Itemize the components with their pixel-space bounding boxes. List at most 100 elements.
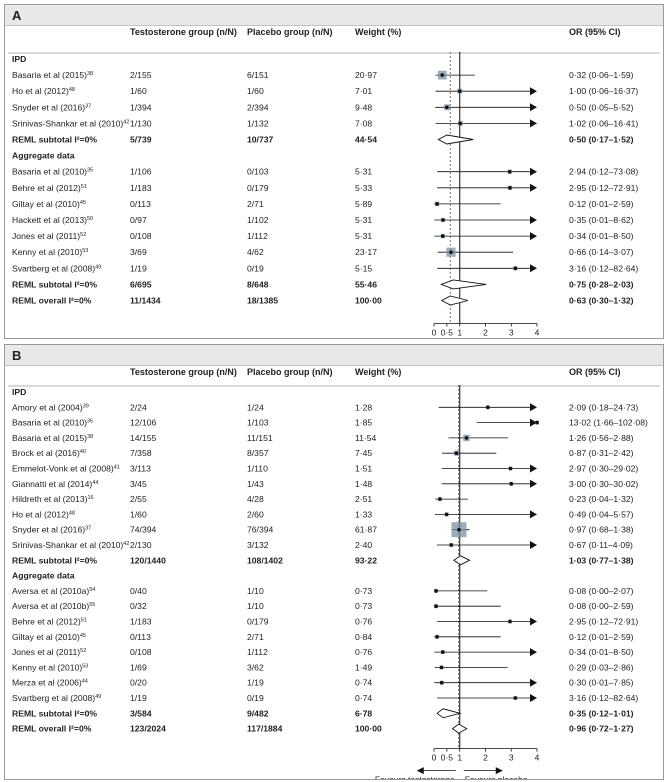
or-ci-value: 0·12 (0·01–2·59) (569, 632, 634, 642)
panel-a-label: A (12, 8, 22, 23)
subtotal-label: REML subtotal I²=0% (12, 135, 97, 145)
testosterone-count: 11/1434 (130, 296, 161, 306)
point-estimate (438, 497, 442, 501)
or-ci-value: 2·09 (0·18–24·73) (569, 402, 638, 412)
or-ci-value: 2·95 (0·12–72·91) (569, 617, 638, 627)
study-label: Kenny et al (2010)53 (12, 662, 88, 672)
weight-value: 100·00 (355, 296, 382, 306)
or-ci-value: 0·49 (0·04–5·57) (569, 509, 634, 519)
ci-arrow (530, 216, 537, 224)
weight-value: 44·54 (355, 135, 377, 145)
or-ci-value: 0·50 (0·05–5·52) (569, 102, 634, 112)
subtotal-diamond (453, 555, 471, 566)
or-ci-value: 0·96 (0·72–1·27) (569, 724, 634, 734)
testosterone-count: 1/130 (130, 118, 152, 128)
placebo-count: 117/1884 (247, 724, 283, 734)
reference-superscript: 52 (80, 648, 86, 654)
weight-value: 55·46 (355, 279, 377, 289)
ci-arrow (530, 479, 537, 488)
or-ci-value: 0·32 (0·06–1·59) (569, 70, 634, 80)
study-label: Svartberg et al (2008)49 (12, 263, 101, 273)
ci-arrow (530, 694, 537, 702)
favours-testosterone-label: Favours testosterone (375, 775, 455, 779)
testosterone-count: 1/183 (130, 617, 152, 627)
placebo-count: 2/394 (247, 102, 269, 112)
testosterone-count: 120/1440 (130, 555, 166, 565)
testosterone-count: 14/155 (130, 433, 157, 443)
testosterone-count: 0/40 (130, 586, 147, 596)
testosterone-count: 3/45 (130, 479, 147, 489)
placebo-count: 9/482 (247, 708, 269, 718)
column-header-weight: Weight (%) (355, 27, 401, 37)
reference-superscript: 44 (82, 679, 88, 685)
testosterone-count: 0/32 (130, 601, 147, 611)
weight-value: 5·31 (355, 231, 372, 241)
study-label: Giannatti et al (2014)44 (12, 479, 98, 489)
or-ci-value: 0·08 (0·00–2·07) (569, 586, 634, 596)
placebo-count: 0/179 (247, 183, 269, 193)
overall-label: REML overall I²=0% (12, 724, 92, 734)
placebo-count: 0/19 (247, 263, 264, 273)
favours-placebo-label: Favours placebo (465, 775, 528, 779)
placebo-count: 4/62 (247, 247, 264, 257)
weight-value: 0·73 (355, 586, 372, 596)
testosterone-count: 1/60 (130, 509, 147, 519)
study-label: Jones et al (2011)52 (12, 231, 86, 241)
reference-superscript: 35 (87, 168, 93, 174)
subtotal-diamond (437, 134, 474, 145)
placebo-count: 3/132 (247, 540, 269, 550)
reference-superscript: 49 (95, 694, 101, 700)
point-estimate (508, 466, 513, 471)
or-ci-value: 0·12 (0·01–2·59) (569, 199, 634, 209)
reference-superscript: 39 (83, 403, 89, 409)
testosterone-count: 1/69 (130, 662, 147, 672)
testosterone-count: 123/2024 (130, 724, 166, 734)
reference-superscript: 51 (81, 184, 87, 190)
weight-value: 100·00 (355, 724, 382, 734)
weight-value: 0·76 (355, 647, 372, 657)
overall-diamond (440, 295, 469, 306)
or-ci-value: 0·29 (0·03–2·86) (569, 662, 634, 672)
ci-arrow (530, 167, 537, 176)
ci-arrow (530, 87, 537, 96)
reference-superscript: 48 (69, 510, 75, 516)
ci-arrow (530, 510, 537, 519)
point-estimate (464, 436, 469, 440)
x-tick-label: 0·5 (441, 328, 454, 338)
ci-arrow (530, 464, 537, 473)
placebo-count: 1/103 (247, 418, 269, 428)
placebo-count: 1/19 (247, 678, 264, 688)
weight-value: 5·15 (355, 263, 372, 273)
or-ci-value: 1·03 (0·77–1·38) (569, 555, 634, 565)
point-estimate (513, 696, 518, 700)
placebo-count: 2/71 (247, 199, 264, 209)
or-ci-value: 2·97 (0·30–29·02) (569, 464, 638, 474)
point-estimate (435, 635, 439, 639)
weight-value: 0·84 (355, 632, 372, 642)
reference-superscript: 48 (69, 87, 75, 93)
point-estimate (508, 619, 512, 624)
or-ci-value: 0·63 (0·30–1·32) (569, 296, 634, 306)
panel-b: B Testosterone group (n/N) Placebo group … (4, 344, 664, 780)
panel-b-label: B (12, 348, 22, 363)
reference-superscript: 45 (80, 200, 86, 206)
weight-value: 11·54 (355, 433, 377, 443)
weight-value: 1·33 (355, 509, 372, 519)
placebo-count: 6/151 (247, 70, 269, 80)
point-estimate (458, 121, 463, 126)
placebo-count: 8/357 (247, 448, 269, 458)
x-tick-label: 4 (535, 753, 540, 763)
study-label: Aversa et al (2010b)55 (12, 601, 95, 611)
point-estimate (535, 420, 539, 425)
point-estimate (513, 266, 518, 271)
testosterone-count: 0/20 (130, 678, 147, 688)
testosterone-count: 1/19 (130, 693, 147, 703)
x-tick-label: 0·5 (441, 753, 454, 763)
placebo-count: 11/151 (247, 433, 273, 443)
point-estimate (454, 451, 459, 455)
column-header-testosterone: Testosterone group (n/N) (130, 27, 237, 37)
reference-superscript: 49 (95, 264, 101, 270)
study-label: Srinivas-Shankar et al (2010)42 (12, 540, 129, 550)
panel-b-header-bar: B (5, 345, 663, 366)
or-ci-value: 0·35 (0·01–8·62) (569, 215, 634, 225)
